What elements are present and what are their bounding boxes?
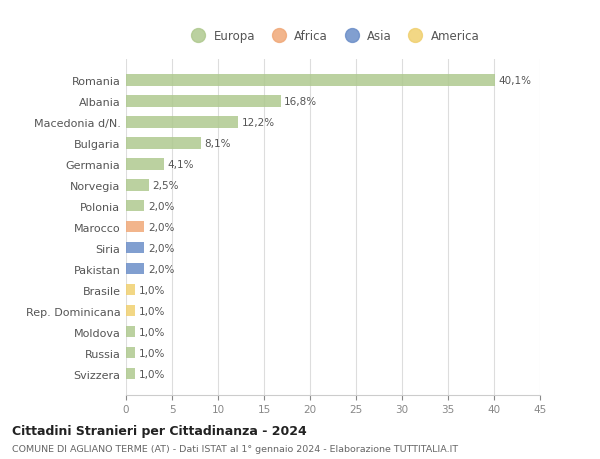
Bar (126, 326, 135, 338)
Text: 2,0%: 2,0% (148, 202, 175, 211)
Text: 2,5%: 2,5% (152, 180, 179, 190)
Text: 40,1%: 40,1% (499, 76, 532, 86)
Text: 1,0%: 1,0% (139, 285, 165, 295)
Text: 4,1%: 4,1% (167, 159, 194, 169)
Text: 12,2%: 12,2% (242, 118, 275, 128)
Bar (126, 75, 495, 86)
Bar (126, 368, 135, 380)
Bar (126, 263, 145, 275)
Bar (126, 242, 145, 254)
Bar (126, 284, 135, 296)
Bar (126, 117, 238, 128)
Bar (126, 96, 281, 107)
Bar (126, 201, 145, 212)
Text: 2,0%: 2,0% (148, 222, 175, 232)
Text: 1,0%: 1,0% (139, 348, 165, 358)
Bar (126, 347, 135, 358)
Legend: Europa, Africa, Asia, America: Europa, Africa, Asia, America (182, 25, 484, 48)
Bar (126, 221, 145, 233)
Text: 2,0%: 2,0% (148, 243, 175, 253)
Text: 1,0%: 1,0% (139, 369, 165, 379)
Bar (126, 138, 200, 149)
Text: 1,0%: 1,0% (139, 306, 165, 316)
Text: 2,0%: 2,0% (148, 264, 175, 274)
Bar (126, 159, 164, 170)
Bar (126, 305, 135, 317)
Bar (126, 179, 149, 191)
Text: COMUNE DI AGLIANO TERME (AT) - Dati ISTAT al 1° gennaio 2024 - Elaborazione TUTT: COMUNE DI AGLIANO TERME (AT) - Dati ISTA… (12, 444, 458, 453)
Text: 1,0%: 1,0% (139, 327, 165, 337)
Text: 16,8%: 16,8% (284, 96, 317, 106)
Text: 8,1%: 8,1% (204, 139, 230, 148)
Text: Cittadini Stranieri per Cittadinanza - 2024: Cittadini Stranieri per Cittadinanza - 2… (12, 424, 307, 437)
